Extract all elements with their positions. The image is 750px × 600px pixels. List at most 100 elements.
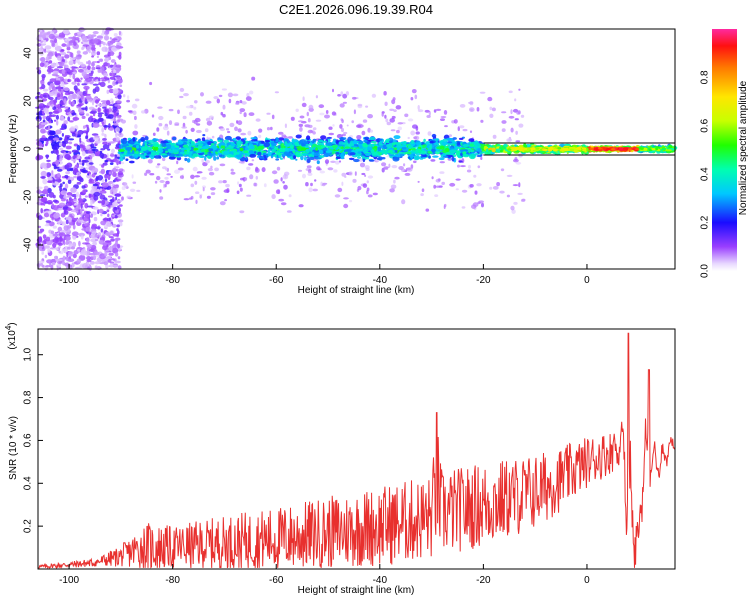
spectrogram-cell (366, 180, 369, 184)
spectrogram-cell (83, 125, 87, 129)
spectrogram-cell (82, 130, 89, 134)
spectrogram-cell (179, 175, 184, 179)
spectrogram-cell (162, 125, 169, 131)
spectrogram-cell (512, 184, 519, 187)
spectrogram-cell (112, 80, 116, 86)
spectrogram-cell (420, 193, 424, 197)
spectrogram-cell (118, 191, 121, 194)
spectrogram-cell (64, 262, 70, 267)
spectrogram-cell (201, 176, 207, 180)
spectrogram-cell (341, 181, 344, 186)
spectrogram-cell (266, 127, 271, 131)
spectrogram-cell (295, 134, 302, 139)
spectrogram-cell (113, 69, 117, 74)
spectrogram-cell (381, 112, 384, 117)
spectrogram-cell (341, 133, 346, 137)
spectrogram-cell (68, 60, 74, 66)
spectrogram-cell (439, 171, 445, 174)
spectrogram-cell (342, 101, 347, 104)
spectrogram-cell (469, 184, 474, 188)
spectrogram-cell (227, 92, 233, 98)
spectrogram-cell (79, 217, 83, 220)
spectrogram-cell (188, 154, 192, 158)
spectrogram-cell (340, 152, 345, 158)
spectrogram-cell (190, 183, 195, 188)
spectrogram-cell (92, 83, 99, 86)
spectrogram-cell (115, 132, 118, 137)
spectrogram-cell (273, 154, 277, 157)
spectrogram-cell (324, 159, 330, 165)
spectrogram-cell (46, 174, 50, 178)
spectrogram-cell (404, 172, 411, 176)
spectrogram-cell (48, 33, 55, 40)
spectrogram-cell (45, 115, 51, 122)
spectrogram-cell (98, 262, 106, 265)
spectrogram-cell (113, 264, 119, 268)
spectrogram-cell (110, 51, 115, 56)
spectrogram-cell (164, 150, 169, 153)
spectrogram-cell (480, 156, 483, 160)
spectrogram-cell (66, 162, 73, 168)
spectrogram-cell (85, 81, 89, 84)
spectrogram-cell (222, 145, 226, 149)
spectrogram-cell (295, 108, 299, 113)
spectrogram-cell (210, 192, 216, 196)
spectrogram-cell (170, 175, 173, 178)
spectrogram-cell (42, 119, 46, 123)
spectrogram-cell (52, 242, 57, 248)
spectrogram-cell (52, 137, 60, 141)
spectrogram-cell (72, 71, 77, 75)
spectrogram-cell (401, 169, 405, 172)
spectrogram-cell (393, 135, 401, 140)
spectrogram-cell (47, 176, 53, 181)
spectrogram-cell (286, 210, 292, 213)
spectrogram-cell (85, 145, 92, 149)
spectrogram-cell (78, 232, 85, 237)
spectrogram-cell (271, 142, 277, 147)
spectrogram-cell (190, 127, 195, 132)
spectrogram-cell (102, 42, 106, 46)
spectrogram-cell (240, 177, 244, 181)
spectrogram-cell (51, 261, 56, 266)
spectrogram-cell (77, 82, 80, 86)
spectrogram-cell (82, 216, 90, 222)
spectrogram-cell (665, 149, 672, 152)
spectrogram-cell (80, 63, 86, 67)
spectrogram-cell (286, 153, 292, 157)
spectrogram-cell (70, 198, 74, 201)
spectrogram-cell (168, 108, 174, 112)
spectrogram-cell (185, 105, 192, 109)
spectrogram-cell (36, 91, 41, 95)
spectrogram-cell (88, 193, 91, 199)
spectrogram-cell (63, 78, 69, 83)
spectrogram-cell (237, 128, 242, 133)
spectrogram-cell (445, 152, 452, 155)
spectrogram-cell (372, 192, 378, 196)
spectrogram-cell (476, 183, 482, 187)
spectrogram-cell (179, 154, 184, 157)
spectrogram-cell (55, 258, 63, 262)
spectrogram-cell (129, 188, 136, 192)
spectrogram-cell (305, 182, 309, 187)
spectrogram-cell (391, 115, 396, 119)
spectrogram-cell (318, 149, 324, 155)
spectrogram-cell (144, 172, 148, 176)
spectrogram-cell (154, 155, 161, 159)
spectrogram-cell (73, 205, 76, 208)
spectrogram-cell (41, 76, 45, 81)
spectrogram-cell (52, 233, 59, 237)
spectrogram-cell (59, 235, 62, 242)
spectrogram-cell (161, 143, 168, 148)
spectrogram-cell (124, 154, 131, 157)
spectrogram-cell (427, 131, 432, 136)
spectrogram-cell (440, 116, 447, 118)
spectrogram-cell (515, 161, 522, 165)
spectrogram-cell (52, 199, 58, 203)
spectrogram-cell (391, 165, 398, 169)
spectrogram-cell (327, 167, 334, 171)
spectrogram-cell (92, 137, 100, 141)
spectrogram-cell (196, 123, 201, 126)
spectrogram-cell (230, 168, 234, 172)
spectrogram-cell (278, 147, 286, 153)
spectrogram-cell (114, 214, 118, 219)
